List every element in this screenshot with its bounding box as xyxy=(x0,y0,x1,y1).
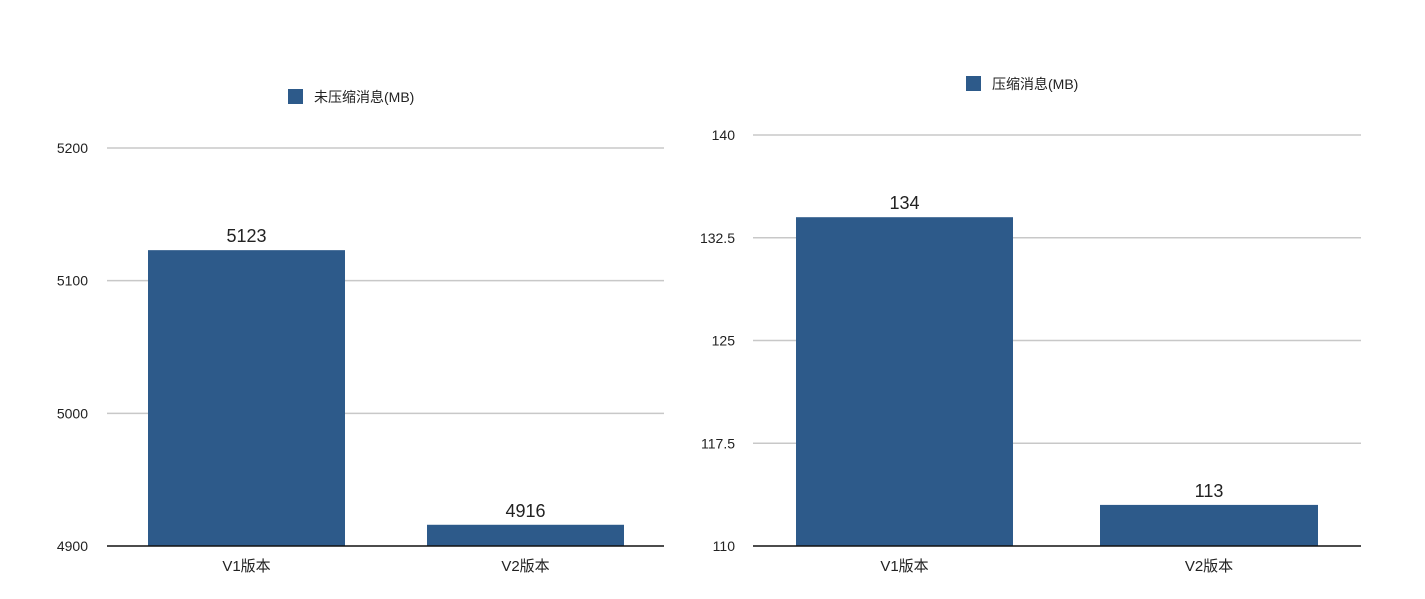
y-tick-label: 4900 xyxy=(57,538,88,554)
bar xyxy=(796,217,1013,546)
y-tick-label: 5000 xyxy=(57,405,88,421)
x-tick-label: V2版本 xyxy=(1185,558,1233,575)
legend-label: 压缩消息(MB) xyxy=(992,76,1078,92)
data-label: 5123 xyxy=(226,226,266,246)
legend-swatch xyxy=(288,89,303,104)
data-label: 4916 xyxy=(505,501,545,521)
bar xyxy=(148,250,345,547)
y-tick-label: 117.5 xyxy=(701,435,735,451)
data-label: 134 xyxy=(889,193,919,213)
y-tick-label: 125 xyxy=(712,333,736,349)
y-tick-label: 5200 xyxy=(57,140,88,156)
data-label: 113 xyxy=(1195,481,1224,501)
legend-label: 未压缩消息(MB) xyxy=(314,89,414,105)
bar xyxy=(427,524,624,546)
x-tick-label: V2版本 xyxy=(501,558,549,575)
legend-swatch xyxy=(966,76,981,91)
x-tick-label: V1版本 xyxy=(880,558,928,575)
y-tick-label: 132.5 xyxy=(700,230,735,246)
bar xyxy=(1100,504,1318,546)
y-tick-label: 5100 xyxy=(57,273,88,289)
y-tick-label: 110 xyxy=(713,538,736,554)
x-tick-label: V1版本 xyxy=(222,558,270,575)
y-tick-label: 140 xyxy=(712,127,736,143)
